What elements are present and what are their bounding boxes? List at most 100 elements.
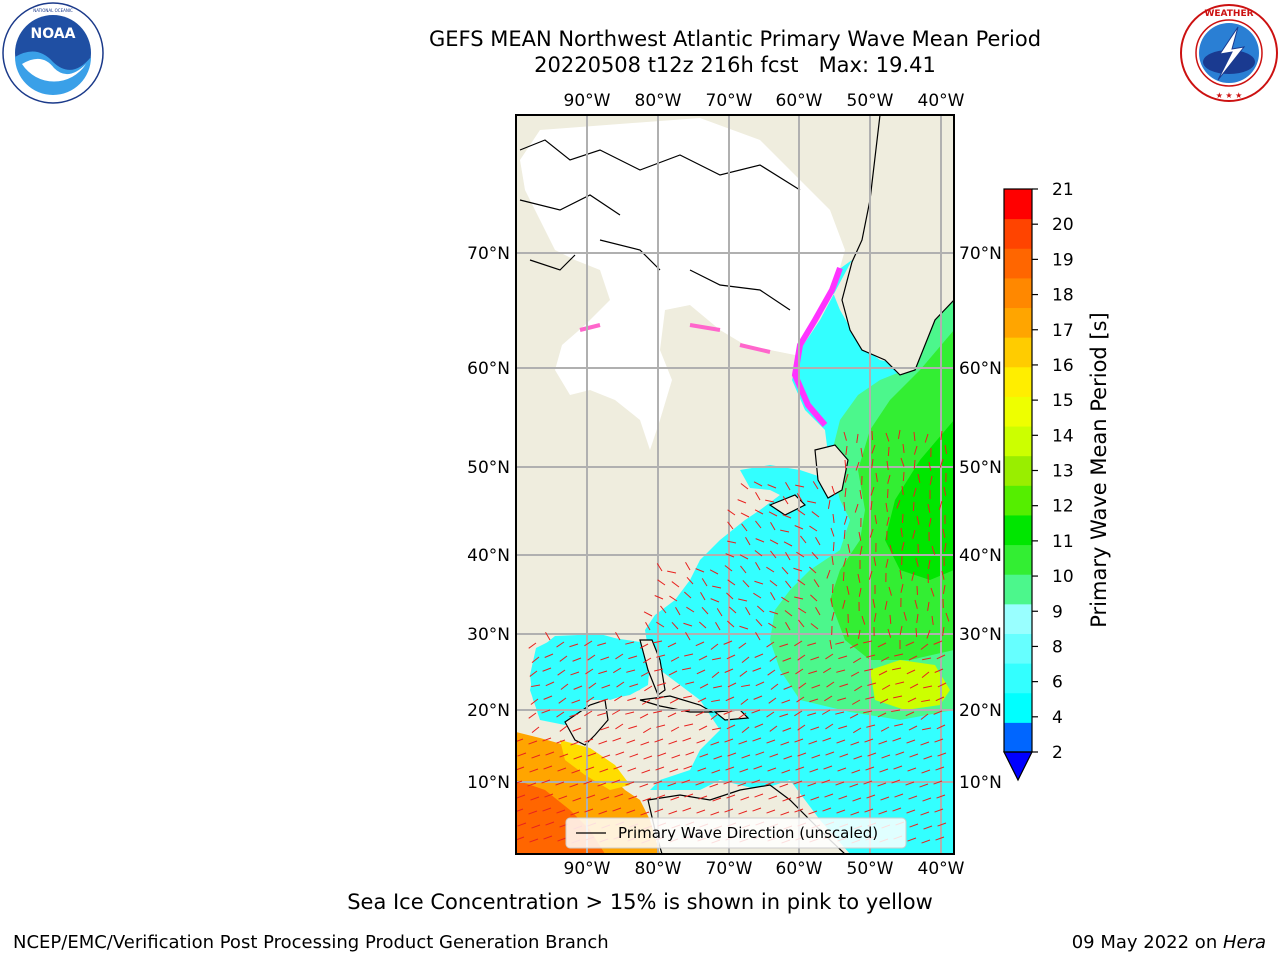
colorbar-segment (1004, 663, 1032, 694)
wave-arrow (857, 629, 861, 639)
wave-arrow (727, 540, 737, 544)
wave-arrow (843, 515, 848, 525)
wave-arrow (516, 794, 526, 799)
colorbar-tick-label: 18 (1052, 286, 1074, 306)
wave-arrow (723, 780, 733, 785)
wave-arrow (741, 754, 751, 759)
wave-arrow (726, 592, 734, 600)
wave-arrow (629, 683, 639, 688)
legend-label: Primary Wave Direction (unscaled) (618, 824, 878, 842)
wave-arrow (586, 696, 595, 703)
wave-arrow (842, 599, 846, 609)
wave-arrow (895, 681, 905, 685)
wave-arrow (683, 695, 693, 699)
wave-arrow (921, 671, 930, 679)
wave-arrow (895, 751, 905, 756)
wave-arrow (740, 512, 750, 518)
wave-arrow (808, 670, 818, 675)
wave-arrow (835, 641, 845, 645)
wave-arrow (856, 433, 859, 443)
wave-arrow (797, 654, 806, 661)
wave-arrow (755, 681, 765, 687)
wave-arrow (881, 684, 891, 690)
wave-arrow (923, 755, 933, 760)
wave-arrow (754, 653, 764, 658)
wave-arrow (597, 642, 607, 646)
wave-arrow (556, 739, 566, 744)
wave-arrow (685, 561, 691, 571)
lon-label-top: 40°W (918, 91, 965, 111)
wave-arrow (887, 446, 890, 457)
noaa-logo: NOAA NATIONAL OCEANIC (2, 2, 104, 104)
wave-arrow (851, 699, 861, 705)
wave-arrow (740, 483, 749, 490)
wave-arrow (584, 808, 594, 813)
wave-arrow (728, 606, 737, 614)
wave-arrow (585, 668, 594, 675)
wave-arrow (683, 765, 693, 770)
wave-arrow (682, 807, 692, 812)
wave-arrow (866, 794, 876, 799)
wave-arrow (531, 754, 541, 759)
wave-arrow (923, 825, 933, 830)
wave-arrow (710, 598, 720, 603)
wave-arrow (931, 615, 934, 625)
lat-label-right: 10°N (959, 773, 1002, 793)
wave-arrow (928, 461, 932, 471)
wave-arrow (712, 585, 722, 589)
wave-arrow (726, 620, 735, 628)
wave-arrow (922, 727, 932, 731)
wave-arrow (908, 795, 918, 800)
wave-arrow (639, 643, 649, 649)
wave-arrow (541, 779, 551, 784)
colorbar-segment (1004, 574, 1032, 605)
wave-arrow (516, 808, 524, 813)
wave-arrow (615, 723, 624, 730)
wave-arrow (737, 499, 747, 504)
wave-arrow (888, 586, 892, 596)
wave-arrow (741, 684, 751, 688)
wave-arrow (627, 767, 637, 772)
wave-arrow (900, 457, 905, 467)
wave-arrow (724, 808, 734, 813)
wave-arrow (669, 698, 679, 704)
credit-date: 09 May 2022 on Hera (1072, 932, 1266, 953)
wave-arrow (738, 810, 748, 815)
wave-arrow (711, 769, 721, 774)
wave-arrow (854, 503, 859, 513)
wave-arrow (686, 606, 695, 613)
wave-arrow (917, 473, 921, 483)
wave-arrow (767, 484, 777, 489)
wave-arrow (906, 739, 916, 744)
wave-arrow (643, 755, 653, 760)
wave-arrow (724, 668, 734, 673)
wave-arrow (823, 765, 833, 770)
wave-arrow (907, 767, 917, 772)
wave-arrow (710, 713, 719, 720)
colorbar-segment (1004, 277, 1032, 309)
wave-arrow (810, 656, 820, 661)
wave-arrow (545, 631, 551, 641)
wave-arrow (779, 643, 789, 648)
wave-arrow (740, 796, 750, 801)
wave-arrow (727, 682, 737, 688)
colorbar-tick-label: 13 (1052, 462, 1074, 482)
wave-arrow (556, 641, 565, 648)
wave-arrow (930, 587, 935, 597)
wave-arrow (754, 550, 763, 557)
wave-arrow (570, 811, 580, 816)
wave-arrow (812, 481, 819, 490)
wave-arrow (779, 713, 789, 718)
wave-arrow (615, 653, 624, 660)
wave-arrow (768, 697, 777, 704)
wave-arrow (824, 793, 834, 798)
lat-label-right: 20°N (959, 701, 1002, 721)
map-legend: Primary Wave Direction (unscaled) (565, 817, 907, 849)
wave-arrow (810, 594, 818, 602)
wave-arrow (753, 695, 763, 700)
wave-arrow (657, 752, 667, 757)
wave-arrow (640, 741, 650, 746)
wave-arrow (530, 698, 539, 705)
wave-arrow (545, 681, 555, 687)
wave-arrow (780, 671, 790, 676)
